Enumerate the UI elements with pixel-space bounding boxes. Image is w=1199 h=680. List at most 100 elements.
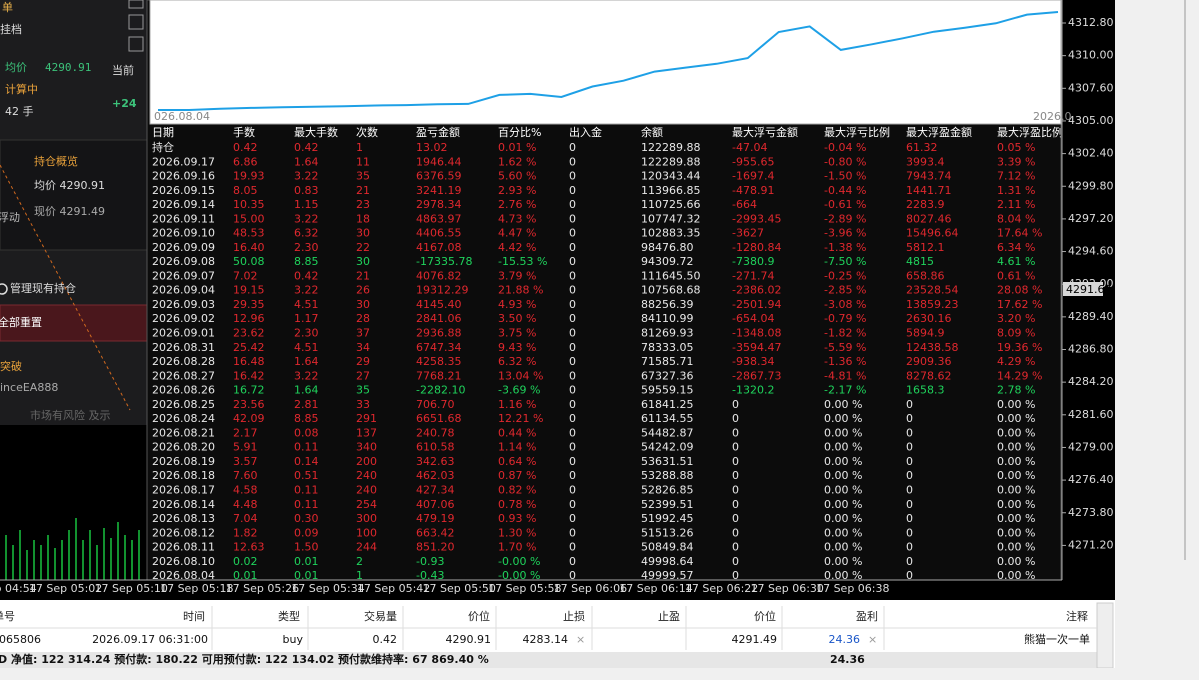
table-cell: 2.93 % xyxy=(498,184,536,197)
table-cell: 1.14 % xyxy=(498,441,536,454)
table-cell: 29.35 xyxy=(233,298,265,311)
table-cell: 0.00 % xyxy=(997,541,1035,554)
table-cell: 71585.71 xyxy=(641,355,694,368)
table-cell: 19.36 % xyxy=(997,341,1042,354)
table-cell: 4076.82 xyxy=(416,269,462,282)
table-cell: 5.60 % xyxy=(498,170,536,183)
table-cell: 2.17 xyxy=(233,426,258,439)
icon[interactable] xyxy=(128,36,144,52)
table-cell: 54242.09 xyxy=(641,441,694,454)
table-cell: 658.86 xyxy=(906,269,945,282)
table-cell: 3.22 xyxy=(294,170,319,183)
order-time: 2026.09.17 06:31:00 xyxy=(92,633,208,646)
table-cell: -2.17 % xyxy=(824,384,866,397)
table-cell: 25.42 xyxy=(233,341,265,354)
price-label: 4294.60 xyxy=(1068,245,1114,258)
row-date: 2026.09.08 xyxy=(152,255,215,268)
table-cell: 0.00 % xyxy=(997,526,1035,539)
table-cell: 14.29 % xyxy=(997,369,1042,382)
column-header: 次数 xyxy=(356,125,378,139)
table-cell: 8.05 xyxy=(233,184,258,197)
table-cell: 3241.19 xyxy=(416,184,462,197)
table-cell: 407.06 xyxy=(416,498,455,511)
table-cell: 0.00 % xyxy=(824,483,862,496)
table-cell: 37 xyxy=(356,327,370,340)
table-cell: 54482.87 xyxy=(641,426,694,439)
time-label: 17 Sep 05:18 xyxy=(160,582,233,595)
table-cell: 0 xyxy=(569,412,576,425)
table-cell: 4406.55 xyxy=(416,227,462,240)
table-cell: 0.42 xyxy=(233,141,258,154)
row-date: 2026.09.07 xyxy=(152,269,215,282)
table-cell: 6.86 xyxy=(233,155,258,168)
table-cell: 12438.58 xyxy=(906,341,959,354)
table-cell: 6651.68 xyxy=(416,412,462,425)
price-label: 4289.40 xyxy=(1068,310,1114,323)
table-cell: 16.72 xyxy=(233,384,265,397)
icon[interactable] xyxy=(128,14,144,30)
price-label: 4297.20 xyxy=(1068,212,1114,225)
table-cell: 4.73 % xyxy=(498,212,536,225)
table-cell: 300 xyxy=(356,512,377,525)
current-price: 4291.60 xyxy=(1066,283,1112,296)
price-label: 4271.20 xyxy=(1068,538,1114,551)
equity-line xyxy=(158,11,1059,111)
table-cell: -0.61 % xyxy=(824,198,866,211)
table-cell: 5894.9 xyxy=(906,327,945,340)
table-cell: -1697.4 xyxy=(732,170,774,183)
table-cell: 3.39 % xyxy=(997,155,1035,168)
table-cell: 0 xyxy=(569,155,576,168)
trend-line xyxy=(0,164,131,411)
table-cell: 244 xyxy=(356,541,377,554)
table-cell: 28.08 % xyxy=(997,284,1042,297)
table-cell: 16.48 xyxy=(233,355,265,368)
table-cell: 0.11 xyxy=(294,483,319,496)
table-cell: 0 xyxy=(906,498,913,511)
table-cell: 1.17 xyxy=(294,312,319,325)
column-header: 最大手数 xyxy=(294,125,338,139)
reset-label[interactable]: 全部重置 xyxy=(0,315,42,329)
table-cell: 2.30 xyxy=(294,327,319,340)
table-cell: 0 xyxy=(732,541,739,554)
h-scrollbar[interactable] xyxy=(0,668,1199,680)
table-cell: -0.43 xyxy=(416,569,444,582)
table-cell: 0 xyxy=(569,255,576,268)
table-cell: 0 xyxy=(906,398,913,411)
scrollbar[interactable] xyxy=(1096,602,1114,669)
table-cell: 7.02 xyxy=(233,269,258,282)
table-cell: 0 xyxy=(732,483,739,496)
table-cell: 0 xyxy=(569,355,576,368)
table-cell: 0.09 xyxy=(294,526,319,539)
table-cell: 0 xyxy=(569,469,576,482)
close-icon: × xyxy=(868,633,877,646)
table-cell: 2.78 % xyxy=(997,384,1035,397)
table-cell: 23.62 xyxy=(233,327,265,340)
table-cell: 4.42 % xyxy=(498,241,536,254)
table-cell: 7943.74 xyxy=(906,170,952,183)
table-cell: 706.70 xyxy=(416,398,455,411)
reset-button[interactable] xyxy=(0,304,148,342)
table-cell: 0.00 % xyxy=(997,483,1035,496)
table-cell: 122289.88 xyxy=(641,155,701,168)
order-header: 止盈 xyxy=(658,610,680,623)
icon[interactable] xyxy=(128,0,144,9)
table-cell: 0.14 xyxy=(294,455,319,468)
column-header: 日期 xyxy=(152,126,174,139)
table-cell: 0 xyxy=(569,555,576,568)
time-label: 17 Sep 04:54 xyxy=(0,582,37,595)
order-header: 类型 xyxy=(278,609,300,623)
price-label: 4312.80 xyxy=(1068,16,1114,29)
table-cell: -0.00 % xyxy=(498,555,540,568)
table-cell: 0 xyxy=(906,469,913,482)
table-cell: 110725.66 xyxy=(641,198,701,211)
table-cell: 1658.3 xyxy=(906,384,945,397)
radio-icon[interactable] xyxy=(0,283,8,295)
table-cell: 16.40 xyxy=(233,241,265,254)
table-cell: 0.01 xyxy=(294,569,319,582)
table-cell: -2282.10 xyxy=(416,384,465,397)
table-cell: 0 xyxy=(569,284,576,297)
table-cell: -2501.94 xyxy=(732,298,781,311)
side-strip xyxy=(1115,0,1199,680)
table-cell: 0.00 % xyxy=(824,526,862,539)
table-cell: -1.38 % xyxy=(824,241,866,254)
